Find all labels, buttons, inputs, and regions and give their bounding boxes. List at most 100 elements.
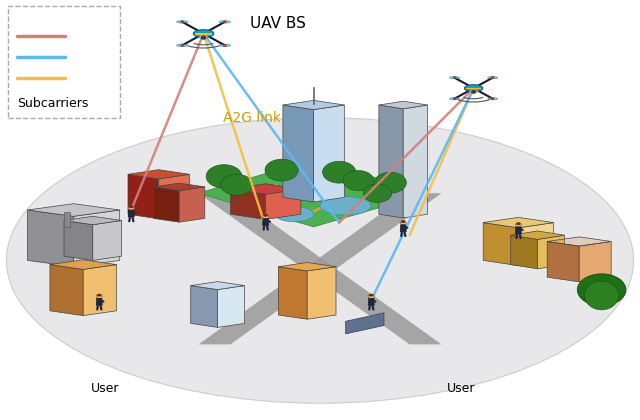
Polygon shape: [515, 227, 522, 234]
Polygon shape: [198, 193, 442, 344]
Polygon shape: [198, 160, 429, 227]
Ellipse shape: [234, 189, 278, 206]
Circle shape: [323, 161, 356, 183]
Circle shape: [364, 184, 392, 202]
Ellipse shape: [6, 118, 634, 403]
Polygon shape: [74, 210, 120, 267]
Bar: [64, 212, 70, 227]
Polygon shape: [379, 101, 428, 109]
Circle shape: [515, 223, 522, 227]
Polygon shape: [483, 223, 518, 266]
Polygon shape: [278, 267, 307, 319]
Circle shape: [400, 221, 406, 225]
Polygon shape: [154, 187, 179, 222]
Text: User: User: [447, 382, 475, 395]
Polygon shape: [266, 189, 301, 220]
Polygon shape: [50, 265, 83, 316]
Circle shape: [223, 21, 227, 23]
Ellipse shape: [177, 21, 188, 23]
Bar: [8, 6, 120, 118]
Circle shape: [201, 36, 206, 39]
Bar: [195, 33, 212, 34]
Circle shape: [180, 21, 184, 23]
Circle shape: [96, 294, 102, 298]
Circle shape: [453, 77, 456, 79]
Circle shape: [471, 90, 476, 93]
Circle shape: [180, 45, 184, 46]
Polygon shape: [83, 265, 116, 316]
Ellipse shape: [488, 76, 498, 79]
Polygon shape: [128, 170, 189, 179]
Polygon shape: [50, 260, 116, 270]
Polygon shape: [93, 220, 122, 260]
Polygon shape: [379, 105, 403, 218]
Bar: [269, 221, 271, 223]
Polygon shape: [511, 235, 538, 269]
Circle shape: [577, 274, 626, 306]
Polygon shape: [400, 225, 406, 232]
Polygon shape: [538, 235, 564, 269]
Circle shape: [453, 98, 456, 100]
Circle shape: [206, 165, 242, 188]
Polygon shape: [230, 184, 301, 194]
Polygon shape: [159, 174, 189, 219]
Ellipse shape: [449, 76, 460, 79]
Polygon shape: [547, 241, 579, 282]
Polygon shape: [403, 105, 428, 218]
Bar: [375, 301, 376, 302]
Polygon shape: [278, 262, 336, 271]
Polygon shape: [179, 187, 205, 222]
Circle shape: [128, 206, 134, 210]
Polygon shape: [283, 100, 344, 110]
Bar: [522, 230, 524, 231]
Polygon shape: [191, 281, 244, 290]
Ellipse shape: [449, 97, 460, 100]
Circle shape: [368, 294, 374, 298]
Circle shape: [264, 214, 268, 217]
Polygon shape: [96, 298, 102, 305]
Polygon shape: [314, 105, 344, 202]
Polygon shape: [218, 286, 244, 328]
Polygon shape: [511, 231, 564, 239]
Ellipse shape: [193, 30, 214, 37]
Circle shape: [221, 174, 253, 195]
Polygon shape: [28, 210, 74, 267]
Circle shape: [129, 205, 133, 208]
Polygon shape: [28, 204, 120, 216]
Polygon shape: [547, 237, 611, 246]
Polygon shape: [191, 286, 218, 328]
Polygon shape: [128, 174, 159, 219]
Circle shape: [516, 222, 520, 225]
Polygon shape: [198, 193, 442, 344]
Ellipse shape: [584, 281, 619, 310]
Polygon shape: [64, 216, 122, 225]
Circle shape: [343, 171, 374, 191]
Circle shape: [492, 77, 494, 79]
Polygon shape: [154, 183, 205, 191]
Ellipse shape: [220, 44, 230, 47]
Circle shape: [401, 220, 405, 223]
Text: User: User: [92, 382, 120, 395]
Polygon shape: [128, 210, 134, 217]
Bar: [407, 228, 408, 229]
Polygon shape: [368, 298, 374, 305]
Polygon shape: [64, 220, 93, 260]
Bar: [467, 87, 481, 89]
Circle shape: [369, 294, 373, 297]
Ellipse shape: [177, 44, 188, 47]
Text: A2G link: A2G link: [223, 110, 281, 125]
Polygon shape: [262, 218, 269, 226]
Ellipse shape: [320, 197, 371, 215]
Text: UAV BS: UAV BS: [250, 16, 305, 31]
Ellipse shape: [200, 35, 207, 39]
Polygon shape: [230, 189, 266, 220]
Polygon shape: [579, 241, 611, 282]
Polygon shape: [483, 218, 554, 228]
Circle shape: [223, 45, 227, 46]
Circle shape: [97, 294, 101, 297]
Polygon shape: [307, 267, 336, 319]
Ellipse shape: [465, 85, 483, 92]
Polygon shape: [518, 223, 554, 266]
Ellipse shape: [470, 89, 477, 93]
Circle shape: [492, 98, 494, 100]
